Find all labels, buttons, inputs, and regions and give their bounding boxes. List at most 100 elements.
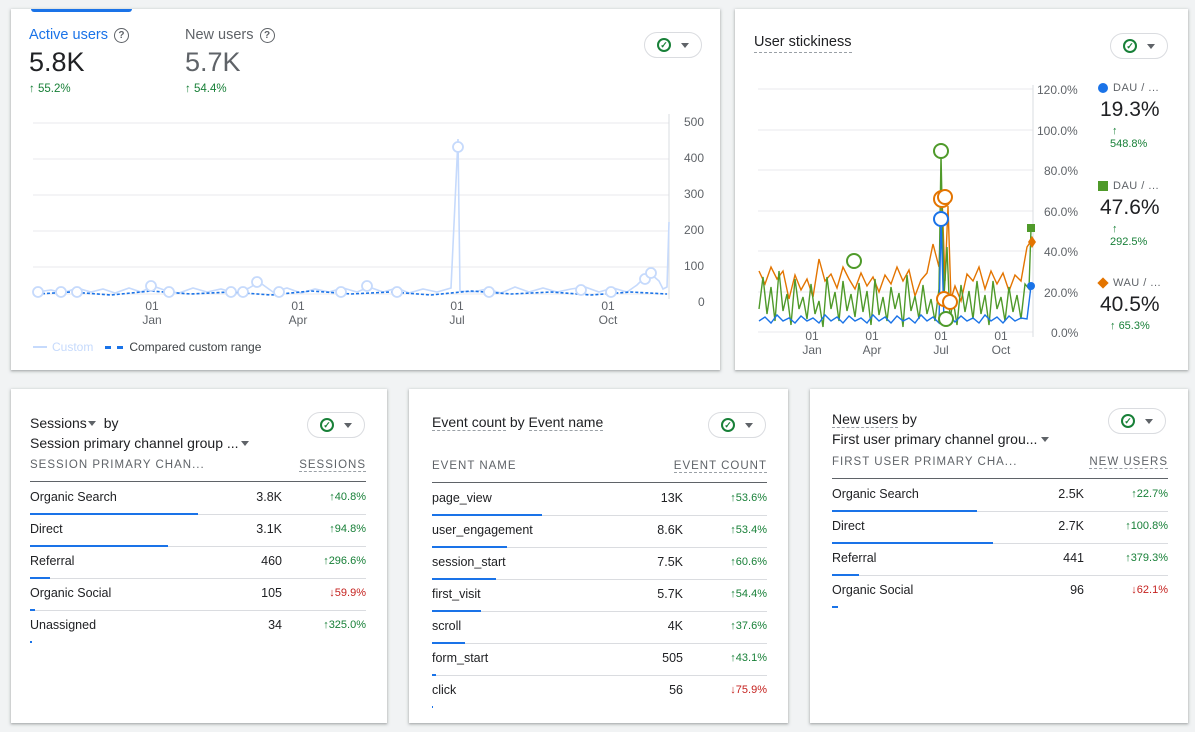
- help-circle-icon[interactable]: ?: [259, 27, 275, 43]
- table-row[interactable]: Unassigned 34 ↑325.0%: [30, 610, 366, 643]
- metric-label: New users: [185, 27, 254, 43]
- caret-down-icon[interactable]: [87, 421, 96, 426]
- arrow-down-icon: ↓: [329, 587, 335, 599]
- series-value: 40.5%: [1100, 293, 1160, 316]
- metric-selector[interactable]: New users: [832, 411, 899, 428]
- table-row[interactable]: scroll 4K ↑37.6%: [432, 611, 767, 644]
- compare-toggle-button[interactable]: ✓: [644, 32, 702, 58]
- series-legend-dau-wau[interactable]: DAU / ... 47.6% ↑ 292.5%: [1098, 180, 1178, 249]
- metric-active-users[interactable]: Active users ? 5.8K ↑ 55.2%: [29, 27, 159, 95]
- dimension-selector[interactable]: Session primary channel group ...: [30, 435, 239, 451]
- row-bar: [30, 641, 32, 643]
- wau-line: [758, 195, 1032, 304]
- change-up: ↑100.8%: [1125, 520, 1168, 532]
- card-title: Sessions by Session primary channel grou…: [30, 413, 290, 453]
- table-row[interactable]: Organic Social 105 ↓59.9%: [30, 578, 366, 611]
- table-row[interactable]: form_start 505 ↑43.1%: [432, 643, 767, 676]
- square-marker-icon: [1098, 181, 1108, 191]
- change-up: ↑43.1%: [730, 652, 767, 664]
- column-header-metric[interactable]: EVENT COUNT: [673, 460, 767, 473]
- chevron-down-icon: [1145, 418, 1153, 424]
- row-bar: [30, 609, 35, 611]
- diamond-marker-icon: [1097, 277, 1109, 289]
- table-row[interactable]: page_view 13K ↑53.6%: [432, 483, 767, 516]
- y-tick: 100.0%: [1037, 124, 1078, 138]
- compare-toggle-button[interactable]: ✓: [708, 412, 766, 438]
- series-label: WAU / ...: [1113, 277, 1162, 289]
- x-tick: 01 Apr: [862, 329, 882, 357]
- compare-toggle-button[interactable]: ✓: [307, 412, 365, 438]
- card-title[interactable]: User stickiness: [754, 34, 852, 53]
- x-tick: 01 Oct: [598, 299, 618, 327]
- change-up: ↑22.7%: [1131, 488, 1168, 500]
- table-row[interactable]: Direct 2.7K ↑100.8%: [832, 511, 1168, 544]
- arrow-up-icon: ↑: [730, 652, 736, 664]
- compare-toggle-button[interactable]: ✓: [1110, 33, 1168, 59]
- legend-custom-label: Custom: [52, 340, 94, 354]
- series-label: DAU / ...: [1113, 82, 1160, 94]
- metric-selector[interactable]: Sessions: [30, 415, 87, 431]
- arrow-down-icon: ↓: [1131, 584, 1137, 596]
- series-legend-wau-mau[interactable]: WAU / ... 40.5% ↑ 65.3%: [1097, 277, 1178, 332]
- column-header-metric[interactable]: SESSIONS: [299, 459, 366, 472]
- metric-new-users[interactable]: New users ? 5.7K ↑ 54.4%: [185, 27, 315, 95]
- metric-label: Active users: [29, 27, 108, 43]
- compare-toggle-button[interactable]: ✓: [1108, 408, 1166, 434]
- x-tick: 01 Jan: [142, 299, 162, 327]
- table-row[interactable]: Organic Search 3.8K ↑40.8%: [30, 482, 366, 515]
- table-row[interactable]: Organic Social 96 ↓62.1%: [832, 575, 1168, 608]
- change-down: ↓75.9%: [730, 684, 767, 696]
- chevron-down-icon: [681, 42, 689, 48]
- y-tick: 100: [684, 259, 705, 273]
- table-row[interactable]: Referral 460 ↑296.6%: [30, 546, 366, 579]
- arrow-up-icon: ↑: [323, 619, 329, 631]
- active-users-card: Active users ? 5.8K ↑ 55.2% New users ? …: [11, 9, 720, 370]
- arrow-up-icon: ↑: [323, 555, 329, 567]
- arrow-up-icon: ↑: [1125, 520, 1131, 532]
- caret-down-icon[interactable]: [240, 441, 249, 446]
- dimension-selector[interactable]: Event name: [528, 414, 604, 431]
- series-change: ↑ 292.5%: [1110, 223, 1178, 249]
- legend-compared-label: Compared custom range: [129, 340, 262, 354]
- dimension-selector[interactable]: First user primary channel grou...: [832, 431, 1038, 447]
- check-circle-icon: ✓: [657, 38, 671, 52]
- help-circle-icon[interactable]: ?: [113, 27, 129, 43]
- series-label: DAU / ...: [1113, 180, 1160, 192]
- series-legend-dau-mau[interactable]: DAU / ... 19.3% ↑ 548.8%: [1098, 82, 1178, 151]
- table-header: FIRST USER PRIMARY CHA... NEW USERS: [832, 454, 1168, 479]
- table-row[interactable]: user_engagement 8.6K ↑53.4%: [432, 515, 767, 548]
- row-bar: [432, 610, 481, 612]
- arrow-up-icon: ↑: [730, 620, 736, 632]
- table-row[interactable]: session_start 7.5K ↑60.6%: [432, 547, 767, 580]
- dau-mau-line: [758, 153, 1032, 328]
- table-row[interactable]: Direct 3.1K ↑94.8%: [30, 514, 366, 547]
- table-header: EVENT NAME EVENT COUNT: [432, 458, 767, 483]
- y-tick: 0: [698, 295, 705, 309]
- card-title: Event count by Event name: [432, 414, 604, 431]
- table-row[interactable]: first_visit 5.7K ↑54.4%: [432, 579, 767, 612]
- table-row[interactable]: click 56 ↓75.9%: [432, 675, 767, 708]
- row-bar: [30, 577, 50, 579]
- column-header-dimension: FIRST USER PRIMARY CHA...: [832, 456, 1018, 468]
- caret-down-icon[interactable]: [1041, 437, 1050, 442]
- series-value: 19.3%: [1100, 98, 1160, 121]
- change-up: ↑53.4%: [730, 524, 767, 536]
- y-tick: 120.0%: [1037, 83, 1078, 97]
- y-tick: 20.0%: [1044, 286, 1079, 300]
- y-tick: 300: [684, 187, 705, 201]
- arrow-up-icon: ↑: [185, 83, 191, 95]
- y-tick: 400: [684, 151, 705, 165]
- table-row[interactable]: Organic Search 2.5K ↑22.7%: [832, 479, 1168, 512]
- row-bar: [432, 578, 496, 580]
- table-header: SESSION PRIMARY CHAN... SESSIONS: [30, 457, 366, 482]
- metric-value: 5.8K: [29, 47, 85, 77]
- change-up: ↑379.3%: [1125, 552, 1168, 564]
- x-tick: 01 Apr: [288, 299, 308, 327]
- arrow-up-icon: ↑: [329, 523, 335, 535]
- change-down: ↓59.9%: [329, 587, 366, 599]
- table-row[interactable]: Referral 441 ↑379.3%: [832, 543, 1168, 576]
- column-header-metric[interactable]: NEW USERS: [1089, 456, 1168, 469]
- legend-custom-swatch: [33, 346, 47, 348]
- arrow-up-icon: ↑: [1131, 488, 1137, 500]
- metric-selector[interactable]: Event count: [432, 414, 506, 431]
